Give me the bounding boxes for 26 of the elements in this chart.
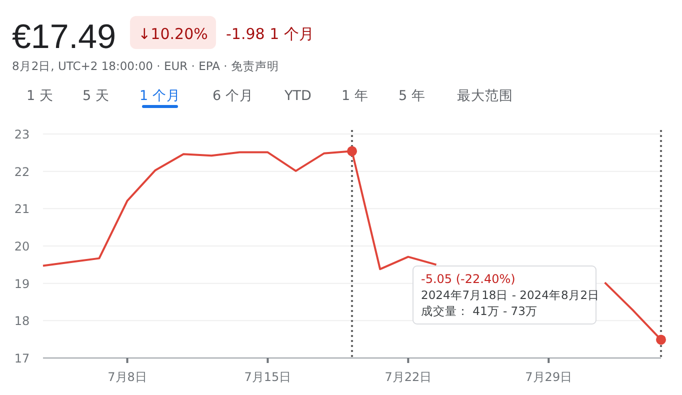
text: 5 天: [82, 88, 110, 104]
text: ↓10.20%: [138, 25, 208, 43]
text: 1 天: [26, 88, 54, 104]
y-tick-label: 19: [14, 276, 30, 291]
x-tick-label: 7月29日: [525, 370, 572, 384]
y-tick-label: 17: [14, 352, 30, 366]
annotation: 2024年7月18日 - 2024年8月2日: [421, 288, 600, 302]
y-tick-label: 18: [14, 314, 30, 328]
text: 最大范围: [457, 88, 513, 104]
y-tick-label: 23: [14, 128, 30, 142]
y-tick-label: 20: [14, 240, 30, 254]
x-tick-label: 7月15日: [244, 370, 292, 384]
chart-subtitle: 8月2日, UTC+2 18:00:00 · EUR · EPA · 免责声明: [12, 59, 279, 73]
text: 1 个月: [140, 88, 180, 104]
annotation: 成交量： 41万 - 73万: [421, 304, 538, 318]
text: 1 年: [342, 88, 368, 104]
x-tick-label: 7月22日: [384, 370, 432, 384]
text: 5 年: [398, 88, 426, 104]
y-tick-label: 22: [14, 164, 30, 179]
annotation: -5.05 (-22.40%): [421, 272, 516, 286]
y-tick-label: 21: [14, 202, 30, 216]
text: 6 个月: [212, 88, 254, 104]
text: -1.98 1 个月: [226, 25, 314, 43]
chart-title: €17.49: [12, 18, 116, 56]
x-tick-label: 7月8日: [108, 370, 147, 384]
text: YTD: [284, 88, 312, 104]
